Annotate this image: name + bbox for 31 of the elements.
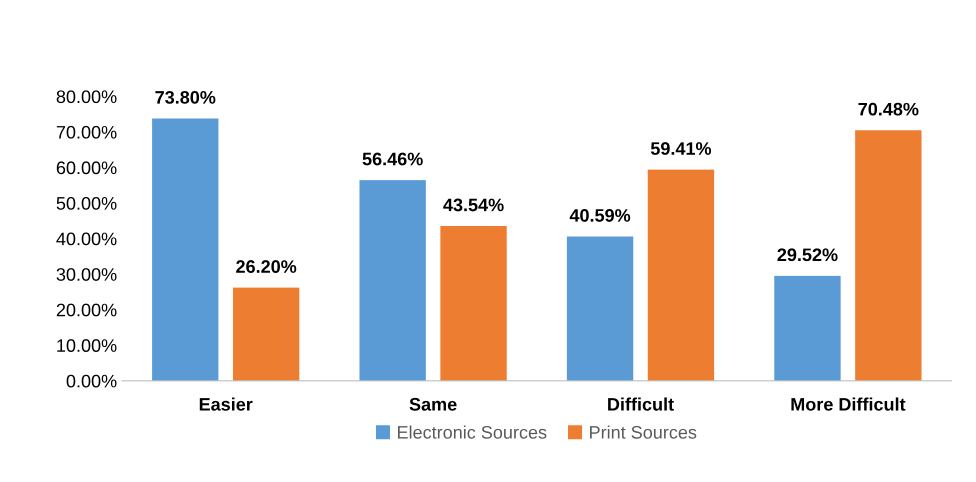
x-tick-label: Same bbox=[410, 398, 457, 411]
y-tick-label: 70.00% bbox=[56, 126, 116, 139]
y-tick-label: 10.00% bbox=[57, 339, 116, 352]
bar bbox=[774, 276, 841, 381]
bar bbox=[440, 226, 507, 381]
y-tick-label: 50.00% bbox=[56, 196, 116, 210]
bar bbox=[359, 180, 426, 381]
y-tick-label: 30.00% bbox=[56, 268, 116, 281]
data-label: 26.20% bbox=[236, 260, 296, 273]
x-tick-label: Easier bbox=[200, 397, 253, 411]
data-label: 70.48% bbox=[858, 102, 918, 116]
y-tick-label: 0.00% bbox=[66, 374, 116, 388]
data-label: 29.52% bbox=[777, 248, 838, 262]
bar bbox=[152, 118, 218, 381]
x-tick-label: More Difficult bbox=[791, 397, 906, 411]
y-tick-label: 40.00% bbox=[56, 232, 116, 246]
y-tick-label: 20.00% bbox=[56, 304, 116, 316]
bar bbox=[855, 130, 922, 381]
bar bbox=[232, 288, 300, 381]
data-label: 40.59% bbox=[570, 209, 630, 222]
data-label: 59.41% bbox=[650, 142, 712, 155]
data-label: 56.46% bbox=[362, 152, 423, 166]
x-tick-label: Difficult bbox=[608, 397, 674, 411]
y-tick-label: 60.00% bbox=[56, 161, 116, 174]
data-label: 43.54% bbox=[443, 198, 504, 212]
bar bbox=[566, 236, 634, 381]
y-tick-label: 80.00% bbox=[56, 90, 116, 104]
legend-label: Print Sources bbox=[590, 425, 696, 439]
legend-label: Electronic Sources bbox=[398, 425, 546, 439]
data-label: 73.80% bbox=[155, 90, 216, 104]
bar bbox=[648, 170, 714, 381]
